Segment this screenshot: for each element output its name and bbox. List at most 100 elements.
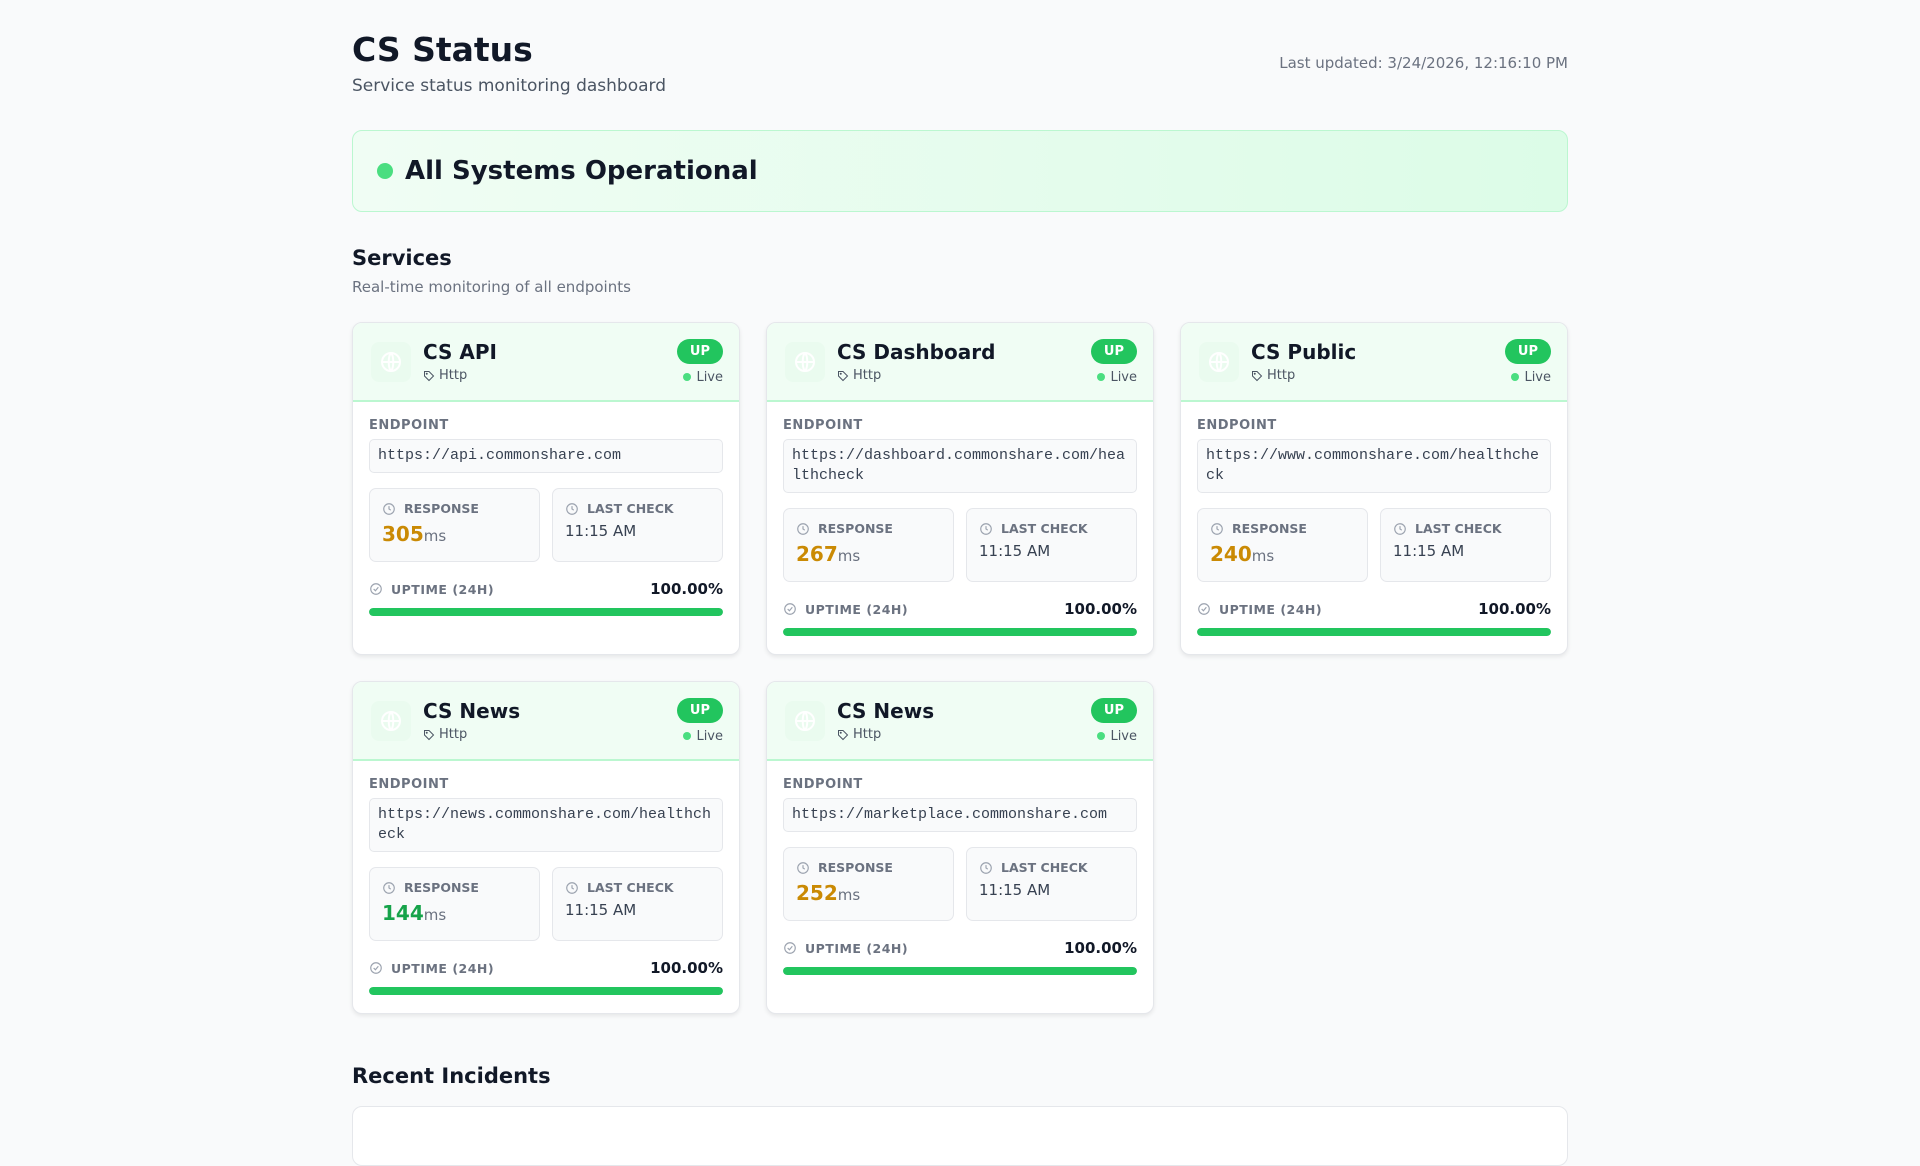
uptime-label: UPTIME (24H) — [805, 601, 909, 617]
clock-icon — [797, 861, 809, 874]
globe-icon — [1199, 341, 1239, 382]
incidents-title: Recent Incidents — [352, 1064, 551, 1088]
uptime-value: 100.00% — [1064, 600, 1137, 618]
clock-icon — [980, 522, 992, 535]
response-label: RESPONSE — [818, 521, 893, 536]
uptime-bar — [783, 967, 1137, 975]
endpoint-label: ENDPOINT — [369, 777, 449, 792]
endpoint-url[interactable]: https://dashboard.commonshare.com/health… — [783, 439, 1137, 493]
services-grid: CS API Http UP Live ENDPOINT https://api… — [352, 322, 1568, 1014]
service-card-header: CS API Http UP Live — [353, 323, 739, 402]
status-dot-icon — [377, 163, 393, 179]
uptime-value: 100.00% — [1478, 600, 1551, 618]
status-banner-text: All Systems Operational — [405, 156, 758, 186]
last-check-value: 11:15 AM — [979, 542, 1051, 560]
response-label: RESPONSE — [404, 880, 479, 895]
uptime-bar — [369, 608, 723, 616]
live-label: Live — [696, 369, 723, 385]
response-stat: RESPONSE 305ms — [369, 488, 540, 562]
response-label: RESPONSE — [1232, 521, 1307, 536]
live-indicator: Live — [683, 729, 723, 744]
endpoint-url[interactable]: https://marketplace.commonshare.com — [783, 798, 1137, 832]
last-check-value: 11:15 AM — [979, 881, 1051, 899]
response-stat: RESPONSE 252ms — [783, 847, 954, 921]
clock-icon — [566, 502, 578, 515]
uptime-label: UPTIME (24H) — [1219, 601, 1323, 617]
last-check-value: 11:15 AM — [565, 522, 637, 540]
service-type: Http — [1251, 368, 1356, 383]
last-check-label: LAST CHECK — [1415, 521, 1502, 536]
endpoint-label: ENDPOINT — [783, 777, 863, 792]
endpoint-url[interactable]: https://api.commonshare.com — [369, 439, 723, 473]
response-unit: ms — [837, 886, 861, 904]
tag-icon — [838, 370, 849, 381]
status-badge: UP — [1090, 338, 1137, 364]
clock-icon — [383, 502, 395, 515]
live-dot-icon — [1511, 373, 1520, 381]
uptime-bar — [369, 987, 723, 995]
page: CS Status Service status monitoring dash… — [352, 0, 1568, 1166]
header: CS Status Service status monitoring dash… — [352, 0, 1568, 96]
endpoint-label: ENDPOINT — [369, 418, 449, 433]
status-banner: All Systems Operational — [352, 130, 1568, 212]
service-card[interactable]: CS News Http UP Live ENDPOINT https://ne… — [352, 681, 740, 1014]
globe-icon — [371, 700, 411, 741]
endpoint-url[interactable]: https://news.commonshare.com/healthcheck — [369, 798, 723, 852]
live-dot-icon — [1097, 732, 1106, 740]
service-type-label: Http — [1267, 368, 1296, 383]
uptime-label: UPTIME (24H) — [391, 960, 495, 976]
endpoint-url[interactable]: https://www.commonshare.com/healthcheck — [1197, 439, 1551, 493]
uptime-bar-fill — [369, 987, 723, 995]
last-check-label: LAST CHECK — [587, 880, 674, 895]
last-check-value: 11:15 AM — [1393, 542, 1465, 560]
last-check-label: LAST CHECK — [1001, 860, 1088, 875]
last-check-value: 11:15 AM — [565, 901, 637, 919]
check-circle-icon — [1198, 603, 1210, 615]
live-label: Live — [1110, 369, 1137, 385]
uptime-value: 100.00% — [650, 959, 723, 977]
live-label: Live — [1110, 728, 1137, 744]
endpoint-label: ENDPOINT — [783, 418, 863, 433]
status-badge: UP — [676, 697, 723, 723]
service-card[interactable]: CS API Http UP Live ENDPOINT https://api… — [352, 322, 740, 655]
uptime-value: 100.00% — [650, 580, 723, 598]
uptime-bar-fill — [783, 628, 1137, 636]
service-card[interactable]: CS News Http UP Live ENDPOINT https://ma… — [766, 681, 1154, 1014]
service-card[interactable]: CS Public Http UP Live ENDPOINT https://… — [1180, 322, 1568, 655]
response-unit: ms — [837, 547, 861, 565]
last-check-stat: LAST CHECK 11:15 AM — [1380, 508, 1551, 582]
clock-icon — [797, 522, 809, 535]
page-title: CS Status — [352, 30, 533, 69]
uptime-label: UPTIME (24H) — [391, 581, 495, 597]
globe-icon — [785, 700, 825, 741]
status-badge: UP — [1090, 697, 1137, 723]
service-name: CS API — [423, 340, 497, 364]
last-check-stat: LAST CHECK 11:15 AM — [966, 847, 1137, 921]
check-circle-icon — [784, 603, 796, 615]
live-dot-icon — [1097, 373, 1106, 381]
uptime-bar-fill — [783, 967, 1137, 975]
response-unit: ms — [423, 527, 447, 545]
response-stat: RESPONSE 144ms — [369, 867, 540, 941]
clock-icon — [980, 861, 992, 874]
check-circle-icon — [370, 962, 382, 974]
response-stat: RESPONSE 267ms — [783, 508, 954, 582]
clock-icon — [1211, 522, 1223, 535]
live-dot-icon — [683, 732, 692, 740]
service-type: Http — [423, 368, 497, 383]
uptime-label: UPTIME (24H) — [805, 940, 909, 956]
tag-icon — [424, 729, 435, 740]
service-name: CS Public — [1251, 340, 1357, 364]
services-subtitle: Real-time monitoring of all endpoints — [352, 278, 631, 296]
live-indicator: Live — [1511, 370, 1551, 385]
service-card[interactable]: CS Dashboard Http UP Live ENDPOINT https… — [766, 322, 1154, 655]
uptime-value: 100.00% — [1064, 939, 1137, 957]
service-name: CS News — [423, 699, 521, 723]
last-check-stat: LAST CHECK 11:15 AM — [966, 508, 1137, 582]
response-unit: ms — [1251, 547, 1275, 565]
live-indicator: Live — [683, 370, 723, 385]
service-type-label: Http — [439, 727, 468, 742]
live-label: Live — [696, 728, 723, 744]
status-badge: UP — [676, 338, 723, 364]
service-card-header: CS News Http UP Live — [353, 682, 739, 761]
